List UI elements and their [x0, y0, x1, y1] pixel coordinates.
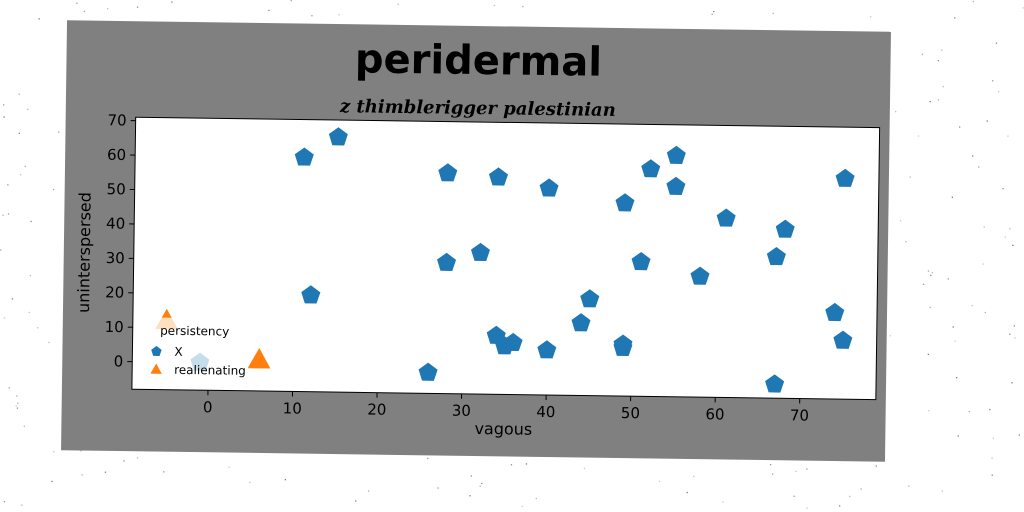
- axis-ticks: 0 10 20 30 40 50 60 70 0 10 20 30 40 50 60 70: [105, 111, 810, 424]
- y-tick-label: 20: [105, 283, 124, 301]
- pentagon-marker: [571, 313, 591, 332]
- y-tick-label: 0: [114, 352, 124, 370]
- pentagon-marker: [766, 246, 786, 266]
- scatter-chart: peridermal z thimblerigger palestinian 0…: [74, 36, 881, 439]
- y-tick-label: 30: [106, 249, 125, 267]
- legend-entry-label: realienating: [174, 363, 246, 378]
- x-tick-label: 70: [790, 406, 809, 424]
- pentagon-marker: [825, 302, 845, 322]
- x-tick-label: 10: [283, 399, 302, 417]
- x-axis-label: vagous: [474, 419, 532, 439]
- chart-card: peridermal z thimblerigger palestinian 0…: [61, 20, 891, 462]
- x-tick-label: 50: [621, 404, 640, 422]
- pentagon-marker: [418, 362, 438, 381]
- data-points: [155, 127, 855, 393]
- legend-title: persistency: [160, 324, 229, 339]
- y-tick-label: 50: [106, 180, 125, 198]
- pentagon-marker: [328, 127, 348, 146]
- pentagon-marker: [716, 208, 736, 227]
- pentagon-marker: [775, 219, 795, 238]
- pentagon-marker: [615, 193, 635, 212]
- pentagon-marker: [765, 374, 785, 393]
- pentagon-marker: [631, 252, 651, 271]
- pentagon-marker: [613, 337, 633, 357]
- pentagon-marker: [537, 340, 557, 359]
- pentagon-marker: [294, 147, 314, 166]
- pentagon-marker: [690, 266, 710, 285]
- y-tick-label: 10: [105, 318, 124, 336]
- legend-entry-label: X: [174, 345, 182, 359]
- pentagon-marker: [666, 145, 686, 164]
- pentagon-marker: [470, 242, 490, 262]
- plot-area: [131, 116, 881, 401]
- pentagon-marker: [835, 168, 855, 187]
- x-tick-label: 60: [705, 405, 724, 423]
- pentagon-marker: [437, 252, 457, 271]
- triangle-marker: [247, 347, 271, 369]
- pentagon-marker: [301, 285, 321, 304]
- pentagon-marker: [438, 163, 458, 182]
- x-tick-label: 20: [367, 400, 386, 418]
- legend-marker: [150, 363, 162, 374]
- y-tick-label: 60: [107, 146, 126, 164]
- y-tick-label: 70: [107, 111, 126, 129]
- chart-subtitle: z thimblerigger palestinian: [339, 96, 616, 121]
- x-tick-label: 0: [203, 398, 213, 416]
- pentagon-marker: [641, 159, 661, 178]
- pentagon-marker: [488, 167, 509, 186]
- x-tick-label: 40: [536, 403, 555, 421]
- pentagon-marker: [539, 178, 559, 197]
- legend-box: [140, 317, 249, 383]
- pentagon-marker: [833, 330, 853, 349]
- pentagon-marker: [666, 176, 686, 195]
- pentagon-marker: [580, 289, 600, 308]
- x-tick-label: 30: [452, 402, 471, 420]
- y-tick-label: 40: [106, 215, 125, 233]
- y-axis-label: uninterspersed: [74, 192, 95, 313]
- legend-marker: [151, 346, 162, 356]
- pentagon-marker: [503, 332, 523, 352]
- chart-title: peridermal: [355, 36, 603, 85]
